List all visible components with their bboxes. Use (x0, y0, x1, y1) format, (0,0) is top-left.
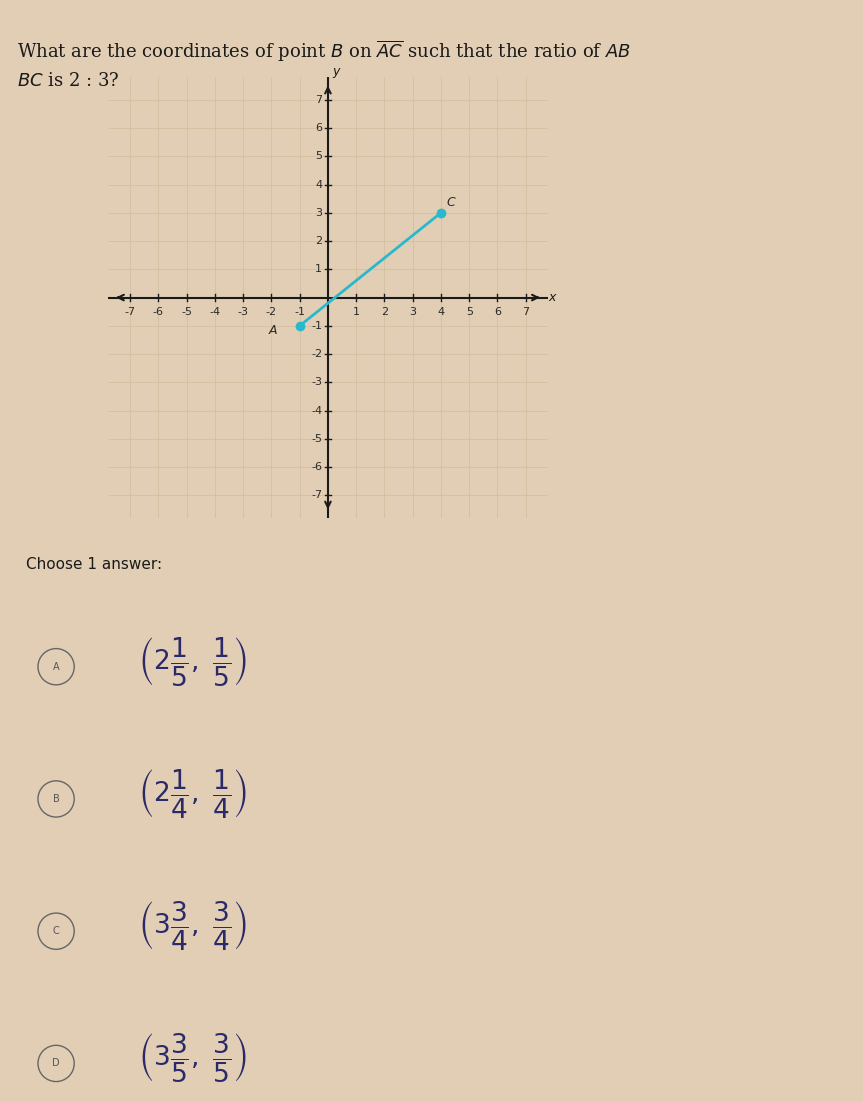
Text: 6: 6 (494, 307, 501, 317)
Text: What are the coordinates of point $\mathit{B}$ on $\overline{\mathit{AC}}$ such : What are the coordinates of point $\math… (17, 39, 631, 64)
Text: -5: -5 (312, 434, 322, 444)
Text: -3: -3 (312, 377, 322, 387)
Text: 5: 5 (315, 151, 322, 161)
Text: $\left(3\dfrac{3}{4},\ \dfrac{3}{4}\right)$: $\left(3\dfrac{3}{4},\ \dfrac{3}{4}\righ… (138, 899, 247, 952)
Text: -4: -4 (210, 307, 220, 317)
Text: 7: 7 (315, 95, 322, 105)
Text: -7: -7 (312, 490, 322, 500)
Text: -6: -6 (153, 307, 164, 317)
Text: B: B (53, 793, 60, 804)
Text: -2: -2 (312, 349, 322, 359)
Text: $\mathit{BC}$ is 2 : 3?: $\mathit{BC}$ is 2 : 3? (17, 72, 120, 89)
Text: $y$: $y$ (332, 66, 342, 80)
Text: $x$: $x$ (548, 291, 558, 304)
Text: 7: 7 (522, 307, 529, 317)
Text: -6: -6 (312, 462, 322, 472)
Text: -3: -3 (237, 307, 249, 317)
Text: 2: 2 (315, 236, 322, 246)
Text: C: C (447, 195, 456, 208)
Text: -2: -2 (266, 307, 277, 317)
Text: -1: -1 (312, 321, 322, 331)
Text: 3: 3 (315, 208, 322, 218)
Text: $\left(3\dfrac{3}{5},\ \dfrac{3}{5}\right)$: $\left(3\dfrac{3}{5},\ \dfrac{3}{5}\righ… (138, 1031, 247, 1084)
Text: A: A (53, 661, 60, 672)
Text: 2: 2 (381, 307, 388, 317)
Text: 4: 4 (315, 180, 322, 190)
Text: 3: 3 (409, 307, 416, 317)
Text: D: D (53, 1058, 60, 1069)
Text: C: C (53, 926, 60, 937)
Text: -5: -5 (181, 307, 192, 317)
Text: $\left(2\dfrac{1}{5},\ \dfrac{1}{5}\right)$: $\left(2\dfrac{1}{5},\ \dfrac{1}{5}\righ… (138, 635, 247, 688)
Text: Choose 1 answer:: Choose 1 answer: (26, 557, 162, 572)
Text: -4: -4 (312, 406, 322, 415)
Text: A: A (268, 324, 277, 336)
Text: 6: 6 (315, 123, 322, 133)
Text: 5: 5 (466, 307, 473, 317)
Text: 4: 4 (438, 307, 444, 317)
Text: 1: 1 (315, 264, 322, 274)
Text: 1: 1 (353, 307, 360, 317)
Text: -1: -1 (294, 307, 306, 317)
Text: -7: -7 (124, 307, 135, 317)
Text: $\left(2\dfrac{1}{4},\ \dfrac{1}{4}\right)$: $\left(2\dfrac{1}{4},\ \dfrac{1}{4}\righ… (138, 767, 247, 820)
